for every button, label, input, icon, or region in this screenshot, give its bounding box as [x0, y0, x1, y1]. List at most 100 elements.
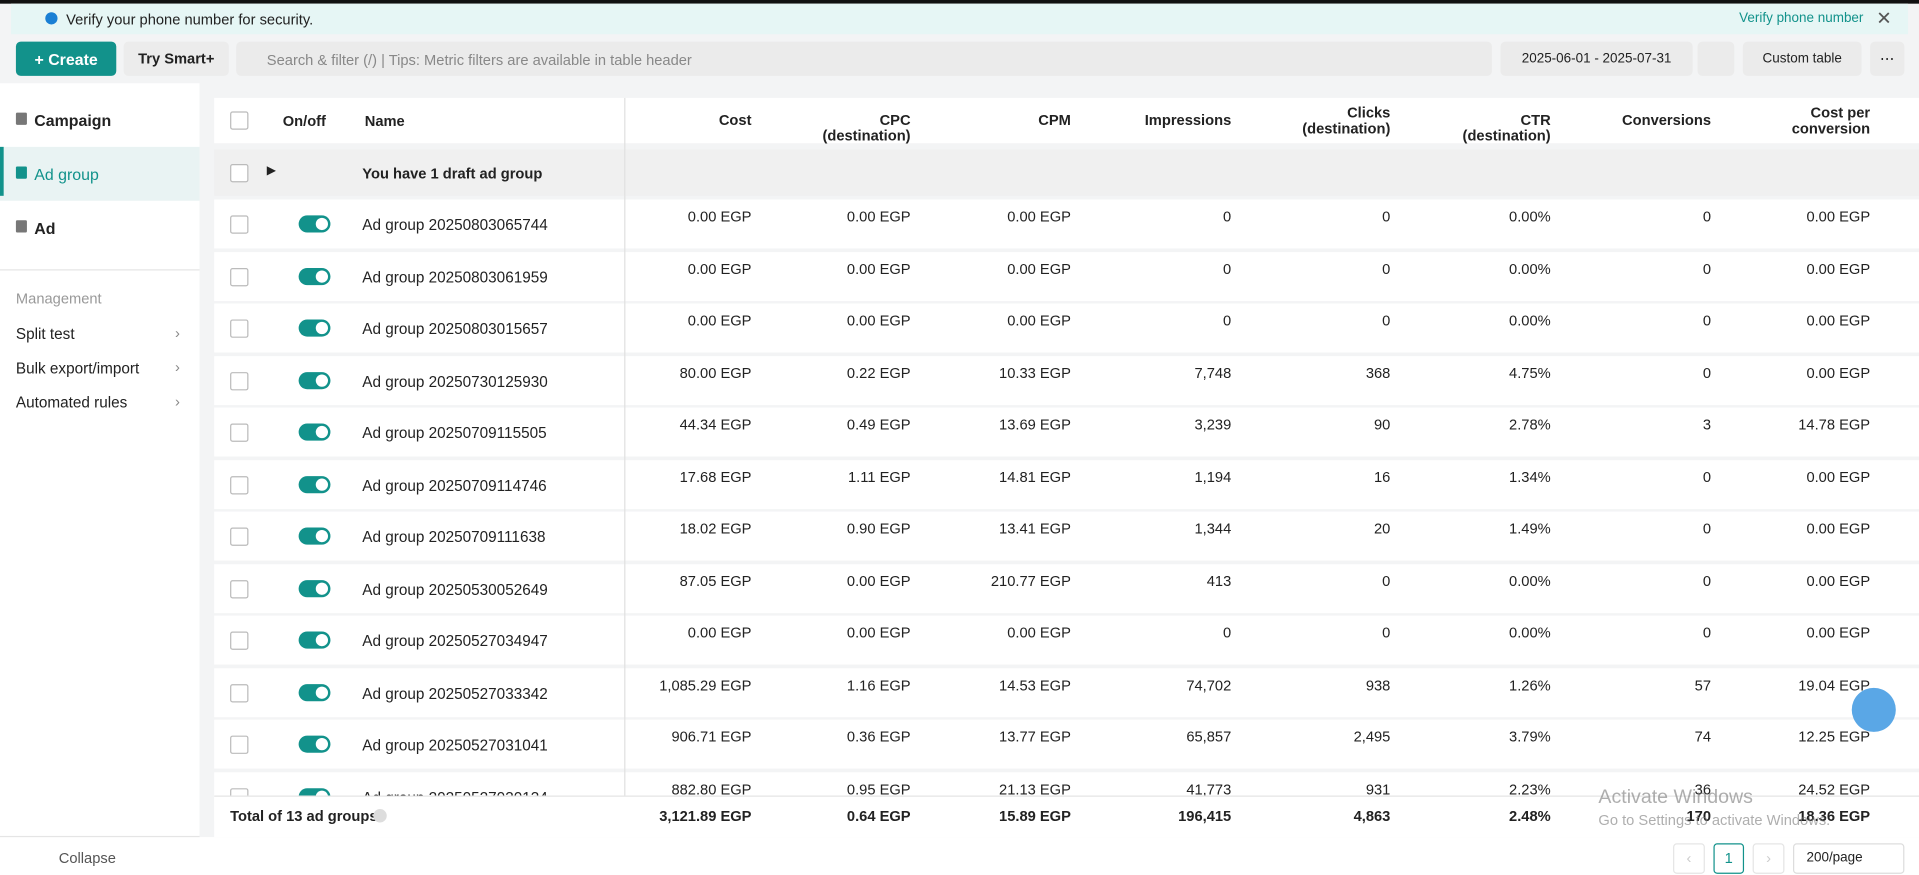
collapse-button[interactable]: Collapse — [58, 849, 116, 867]
metric-cell: 210.77 EGP — [990, 572, 1071, 590]
checkbox[interactable] — [230, 111, 249, 130]
metric-cell: 0 — [1223, 260, 1232, 278]
column-header[interactable]: CPM — [1038, 111, 1071, 129]
checkbox[interactable] — [230, 579, 249, 598]
toggle[interactable] — [298, 735, 331, 753]
management-item[interactable]: Automated rules — [15, 394, 128, 412]
verify-link[interactable]: Verify phone number — [1739, 11, 1864, 26]
metric-cell: 0 — [1382, 312, 1391, 330]
metric-cell: 4.75% — [1509, 364, 1551, 382]
column-header[interactable]: Impressions — [1144, 111, 1232, 129]
search-bar[interactable]: Search & filter (/) | Tips: Metric filte… — [236, 41, 1492, 76]
more-button[interactable]: ⋯ — [1870, 41, 1905, 76]
checkbox[interactable] — [230, 371, 249, 390]
ad-group-name[interactable]: Ad group 20250709114746 — [362, 476, 547, 494]
ad-group-name[interactable]: Ad group 20250527031041 — [362, 736, 548, 754]
custom-table-button[interactable]: Custom table — [1742, 41, 1862, 76]
top-strip — [0, 0, 1919, 4]
banner-message: Verify your phone number for security. — [66, 11, 314, 29]
table-row — [214, 199, 1919, 249]
checkbox[interactable] — [230, 423, 249, 442]
toggle[interactable] — [298, 631, 331, 649]
metric-cell: 413 — [1206, 572, 1232, 590]
table-row — [214, 407, 1919, 457]
toggle[interactable] — [298, 475, 331, 493]
toggle[interactable] — [298, 527, 331, 545]
date-range[interactable]: 2025-06-01 - 2025-07-31 — [1500, 41, 1693, 76]
metric-cell: 0.00 EGP — [1806, 364, 1871, 382]
ad-group-name[interactable]: Ad group 20250803065744 — [362, 216, 548, 234]
checkbox[interactable] — [230, 215, 249, 234]
checkbox[interactable] — [230, 631, 249, 650]
metric-cell: 0.00 EGP — [1806, 208, 1871, 226]
metric-cell: 0.00 EGP — [846, 312, 911, 330]
level-icon — [15, 220, 27, 233]
toggle[interactable] — [298, 579, 331, 597]
close-button[interactable]: ✕ — [1876, 8, 1892, 30]
metric-cell: 14.78 EGP — [1798, 416, 1871, 434]
metric-cell: 0.00% — [1509, 572, 1551, 590]
toggle[interactable] — [298, 371, 331, 389]
metric-cell: 0 — [1702, 260, 1712, 278]
total-cell: 15.89 EGP — [999, 807, 1071, 825]
page-number[interactable]: 1 — [1713, 843, 1745, 874]
metric-cell: 19.04 EGP — [1798, 676, 1871, 694]
metric-cell: 13.41 EGP — [999, 520, 1071, 538]
metric-cell: 0 — [1702, 572, 1712, 590]
metric-cell: 0.00 EGP — [1007, 312, 1071, 330]
page-size-select[interactable]: 200/page — [1793, 843, 1905, 874]
timezone-button[interactable] — [1697, 41, 1735, 76]
checkbox[interactable] — [230, 475, 249, 494]
metric-cell: 368 — [1365, 364, 1391, 382]
create-button[interactable]: + Create — [15, 41, 117, 76]
ad-group-name[interactable]: Ad group 20250527034947 — [362, 632, 548, 650]
checkbox[interactable] — [230, 735, 249, 754]
create-label: Create — [48, 49, 98, 68]
toggle[interactable] — [298, 267, 331, 285]
info-icon — [45, 12, 58, 25]
level-item[interactable]: Campaign — [0, 93, 199, 147]
plus: + — [34, 49, 49, 68]
toggle[interactable] — [298, 215, 331, 233]
checkbox[interactable] — [230, 527, 249, 546]
try-smart-button[interactable]: Try Smart+ — [123, 41, 229, 76]
management-item[interactable]: Bulk export/import — [15, 359, 140, 377]
metric-cell: 882.80 EGP — [671, 780, 752, 798]
next-button[interactable]: › — [1752, 843, 1785, 874]
metric-cell: 74,702 — [1186, 676, 1232, 694]
column-header[interactable]: CTR (destination) — [1462, 111, 1551, 145]
ad-group-name[interactable]: Ad group 20250530052649 — [362, 580, 548, 598]
toggle[interactable] — [298, 683, 331, 701]
checkbox[interactable] — [230, 267, 249, 286]
ad-group-name[interactable]: Ad group 20250730125930 — [362, 372, 548, 390]
ad-group-name[interactable]: Ad group 20250803061959 — [362, 268, 548, 286]
ad-group-name[interactable]: Ad group 20250709115505 — [362, 424, 547, 442]
checkbox[interactable] — [230, 164, 249, 183]
management-item[interactable]: Split test — [15, 325, 75, 343]
column-header[interactable]: CPC (destination) — [822, 111, 911, 145]
ad-group-name[interactable]: Ad group 20250709111638 — [362, 528, 546, 546]
column-header[interactable]: Clicks (destination) — [1302, 104, 1391, 138]
toggle[interactable] — [298, 319, 331, 337]
metric-cell: 0.00 EGP — [846, 260, 911, 278]
checkbox[interactable] — [230, 683, 249, 702]
metric-cell: 0.00% — [1509, 208, 1551, 226]
ad-group-name[interactable]: Ad group 20250803015657 — [362, 320, 548, 338]
metric-cell: 0.00 EGP — [687, 208, 752, 226]
checkbox[interactable] — [230, 319, 249, 338]
metric-cell: 36 — [1694, 780, 1712, 798]
column-header[interactable]: Cost per conversion — [1791, 104, 1871, 138]
column-header[interactable]: Conversions — [1622, 111, 1712, 129]
assistant-bubble[interactable] — [1851, 687, 1896, 732]
metric-cell: 0.00 EGP — [1007, 260, 1071, 278]
metric-cell: 1,085.29 EGP — [659, 676, 752, 694]
column-header[interactable]: Cost — [718, 111, 752, 129]
level-item[interactable]: Ad group — [0, 146, 200, 201]
level-item[interactable]: Ad — [0, 201, 199, 255]
metric-cell: 0 — [1223, 208, 1232, 226]
ad-group-name[interactable]: Ad group 20250527033342 — [362, 684, 548, 702]
prev-button[interactable]: ‹ — [1673, 843, 1705, 874]
toggle[interactable] — [298, 423, 331, 441]
metric-cell: 13.69 EGP — [999, 416, 1071, 434]
